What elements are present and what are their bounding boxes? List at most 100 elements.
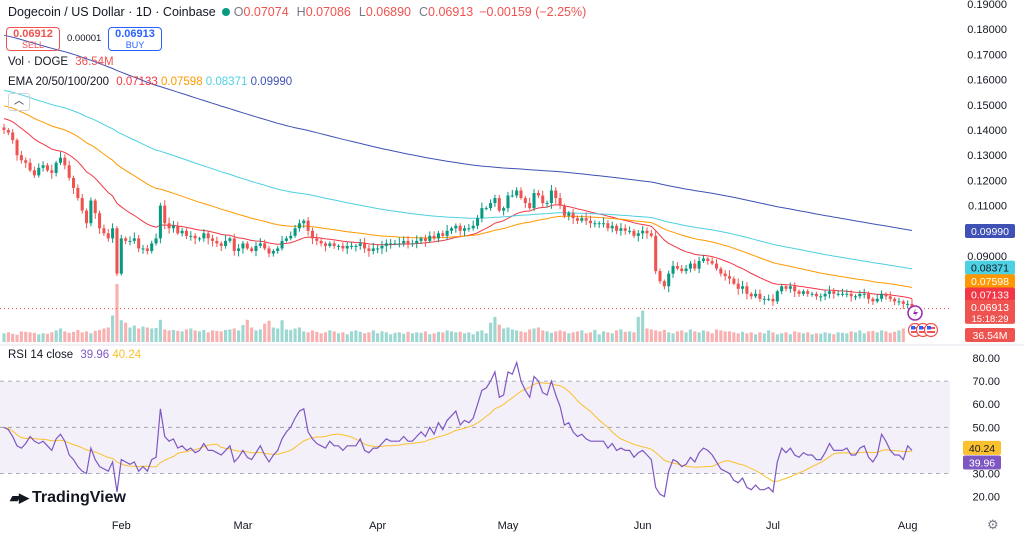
candle — [840, 293, 845, 295]
volume-bar — [545, 331, 549, 342]
low-label: L — [358, 5, 366, 19]
candle — [384, 243, 388, 246]
volume-bar — [393, 332, 397, 342]
price-tick-label: 0.19000 — [967, 0, 1007, 11]
volume-bar — [528, 329, 532, 342]
candle — [445, 230, 449, 236]
candle — [341, 245, 345, 249]
candle — [489, 203, 493, 209]
volume-bar — [180, 331, 184, 342]
candle — [180, 230, 184, 234]
volume-bar — [562, 331, 567, 342]
rsi-pane — [3, 360, 913, 498]
candle — [471, 225, 475, 229]
buy-button[interactable]: 0.06913 BUY — [108, 27, 162, 51]
candle — [145, 248, 149, 251]
candle — [836, 293, 840, 295]
rsi-tick-label: 70.00 — [972, 376, 1000, 388]
tradingview-mark-icon: ▰▶ — [10, 490, 29, 505]
rsi-legend-label: RSI 14 close — [8, 349, 74, 361]
rsi-legend[interactable]: RSI 14 close 39.96 40.24 — [8, 349, 141, 361]
candle — [6, 130, 10, 133]
volume-bar — [814, 333, 818, 342]
candle — [654, 235, 658, 272]
candle — [45, 165, 49, 171]
volume-bar — [471, 334, 475, 342]
gear-icon[interactable]: ⚙ — [987, 517, 999, 532]
volume-bar — [371, 330, 375, 342]
candle — [441, 233, 445, 236]
candle — [85, 210, 89, 224]
candle — [63, 157, 67, 166]
price-tick-label: 0.15000 — [967, 100, 1007, 112]
volume-bar — [871, 330, 875, 342]
volume-bar — [237, 330, 241, 342]
symbol-title[interactable]: Dogecoin / US Dollar · 1D · Coinbase — [8, 5, 216, 19]
volume-bar — [336, 333, 341, 342]
volume-bar — [250, 327, 254, 342]
volume-bar — [384, 332, 388, 342]
volume-legend[interactable]: Vol · DOGE 36.54M — [8, 56, 114, 68]
candle — [775, 291, 779, 302]
candle — [602, 223, 606, 225]
volume-bar — [124, 322, 128, 342]
sell-button[interactable]: 0.06912 SELL — [6, 27, 60, 51]
collapse-legend-chevron-up-icon[interactable]: ︿ — [8, 93, 30, 111]
time-tick-label: Mar — [233, 520, 252, 532]
buy-price: 0.06913 — [115, 28, 155, 40]
candle — [536, 193, 540, 196]
candle — [237, 248, 241, 251]
candle — [428, 235, 432, 241]
change-value: −0.00159 (−2.25%) — [479, 5, 587, 19]
candle — [845, 293, 849, 295]
candle — [124, 238, 128, 241]
volume-bar — [806, 332, 810, 342]
time-axis[interactable]: Feb Mar Apr May Jun Jul Aug — [112, 520, 918, 532]
volume-bar — [197, 331, 202, 342]
volume-bar — [154, 327, 158, 342]
candle — [224, 240, 228, 246]
volume-bar — [184, 329, 189, 342]
tradingview-logo[interactable]: ▰▶ TradingView — [10, 489, 126, 507]
candle — [58, 157, 62, 163]
volume-bar — [467, 332, 471, 342]
candle — [332, 243, 336, 246]
rsi-tick-label: 20.00 — [972, 492, 1000, 504]
candle — [267, 248, 271, 254]
volume-bar — [332, 331, 336, 342]
volume-bar — [202, 329, 206, 342]
candle — [415, 240, 419, 244]
volume-bar — [606, 332, 610, 342]
candle — [98, 213, 102, 229]
price-axis[interactable]: 0.19000 0.18000 0.17000 0.16000 0.15000 0.140… — [967, 0, 1007, 504]
volume-bar — [354, 330, 358, 342]
volume-bar — [137, 328, 141, 342]
rsi-tick-label: 30.00 — [972, 469, 1000, 481]
ema-legend[interactable]: EMA 20/50/100/200 0.07133 0.07598 0.0837… — [8, 76, 292, 88]
volume-bar — [402, 333, 406, 342]
volume-bar — [41, 333, 45, 342]
volume-bar — [884, 331, 888, 342]
volume-bar — [680, 330, 684, 342]
volume-bar — [297, 327, 301, 342]
rsi-tick-label: 50.00 — [972, 422, 1000, 434]
candle — [15, 140, 19, 156]
volume-bar — [858, 330, 862, 342]
volume-bar — [797, 332, 801, 342]
volume-bar — [654, 330, 658, 342]
volume-bar — [593, 329, 597, 342]
volume-bar — [71, 331, 76, 342]
volume-bar — [719, 330, 723, 342]
open-label: O — [233, 5, 244, 19]
candle — [480, 208, 484, 219]
volume-bar — [141, 326, 145, 342]
candle — [397, 243, 401, 245]
volume-bar — [506, 327, 510, 342]
ema50-price-tag-label: 0.07598 — [971, 276, 1009, 288]
volume-bar — [845, 333, 849, 342]
price-tick-label: 0.14000 — [967, 125, 1007, 137]
flag-stripe — [911, 331, 919, 333]
volume-bar — [662, 329, 666, 342]
candle — [858, 293, 862, 297]
